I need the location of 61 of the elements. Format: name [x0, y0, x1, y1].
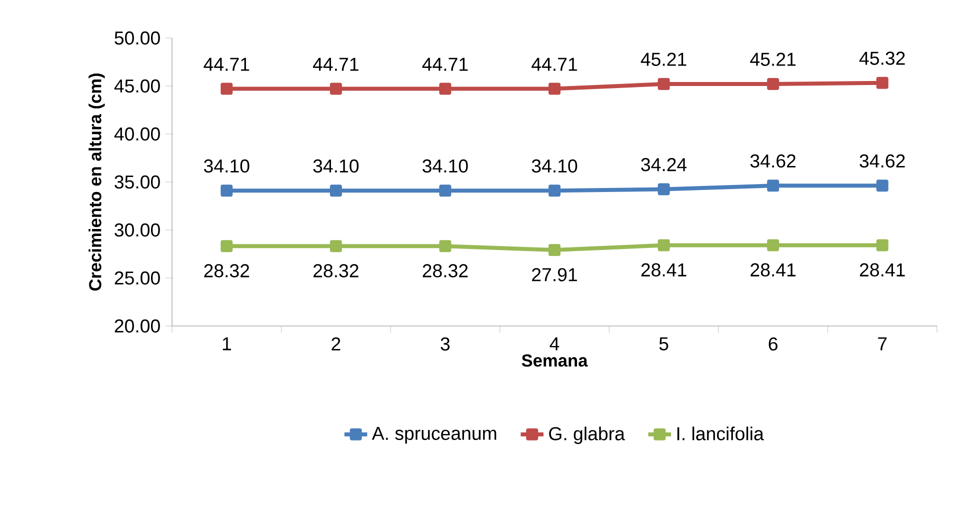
y-axis-title: Crecimiento en altura (cm): [88, 74, 105, 291]
data-label: 34.10: [313, 159, 359, 173]
point: [767, 180, 780, 192]
data-label: 44.71: [422, 58, 468, 71]
point: [548, 82, 560, 95]
data-label: 44.71: [204, 58, 250, 71]
point: [876, 180, 888, 192]
point: [439, 240, 452, 252]
point: [330, 240, 342, 252]
data-label: 34.62: [750, 154, 796, 168]
data-label: 44.71: [313, 58, 358, 71]
point: [439, 82, 452, 95]
data-label: 28.41: [860, 263, 905, 277]
x-tick-label: 2: [332, 337, 340, 350]
point: [876, 76, 888, 89]
data-label: 34.10: [204, 159, 250, 173]
point: [658, 183, 670, 196]
point: [330, 82, 342, 95]
legend-label: I. lancifolia: [677, 426, 764, 440]
point: [220, 184, 233, 197]
data-label: 34.10: [422, 159, 468, 173]
data-label: 27.91: [532, 268, 577, 282]
legend-label: A. spruceanum: [372, 426, 496, 444]
data-label: 28.32: [422, 264, 468, 278]
x-axis-title: Semana: [522, 354, 588, 367]
data-label: 28.32: [314, 264, 358, 278]
y-tick-label: 30.00: [114, 223, 160, 237]
point: [658, 78, 670, 90]
data-label: 34.10: [532, 159, 578, 173]
data-label: 28.32: [204, 264, 250, 278]
point: [220, 240, 233, 252]
legend-label: G. glabra: [549, 426, 625, 444]
x-tick-label: 3: [440, 337, 450, 351]
data-label: 45.21: [640, 52, 686, 66]
point: [220, 82, 233, 95]
point: [548, 244, 560, 256]
point: [876, 239, 888, 252]
data-label: 45.21: [750, 52, 796, 66]
y-tick-label: 20.00: [114, 319, 160, 333]
point: [658, 239, 670, 252]
data-label: 34.24: [641, 158, 687, 172]
data-label: 28.41: [641, 263, 686, 277]
point: [548, 184, 560, 197]
x-tick-label: 7: [878, 337, 887, 350]
x-tick-label: 4: [550, 337, 560, 350]
y-tick-label: 50.00: [114, 31, 160, 45]
y-tick-label: 40.00: [114, 127, 160, 141]
point: [330, 184, 342, 197]
point: [767, 78, 780, 90]
data-label: 45.32: [859, 52, 905, 65]
point: [767, 239, 780, 252]
data-label: 34.62: [860, 154, 905, 168]
y-tick-label: 25.00: [114, 271, 160, 285]
y-tick-label: 45.00: [114, 79, 160, 93]
x-tick-label: 1: [222, 337, 231, 350]
point: [439, 184, 452, 197]
data-label: 28.41: [750, 263, 796, 277]
x-tick-label: 6: [768, 337, 778, 351]
x-tick-label: 5: [659, 337, 668, 350]
y-tick-label: 35.00: [114, 175, 160, 189]
data-label: 44.71: [532, 58, 577, 71]
